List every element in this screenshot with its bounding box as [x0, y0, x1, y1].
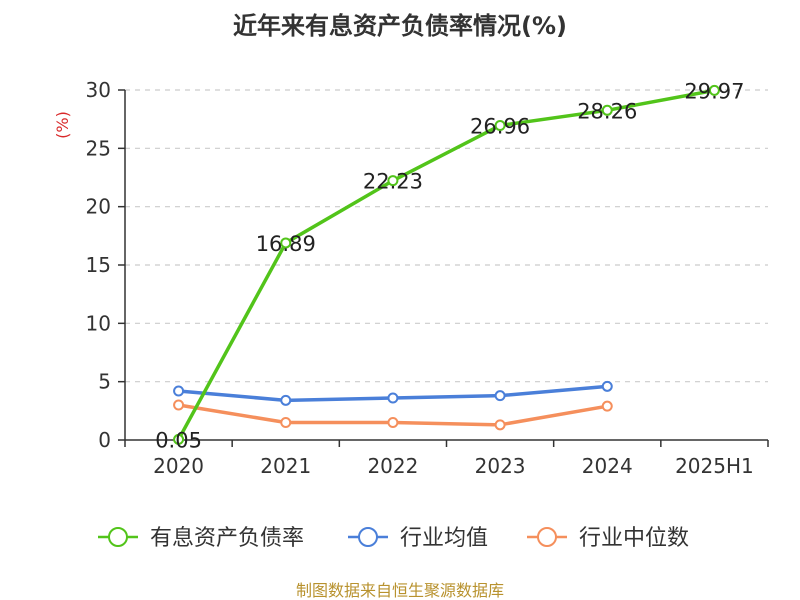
x-tick-label: 2023	[475, 454, 526, 478]
data-label: 29.97	[684, 79, 744, 103]
data-point[interactable]	[280, 394, 292, 406]
source-note: 制图数据来自恒生聚源数据库	[296, 581, 504, 600]
data-point[interactable]	[601, 104, 613, 116]
legend-marker	[358, 527, 378, 547]
chart-title: 近年来有息资产负债率情况(%)	[233, 12, 567, 40]
data-label: 28.26	[577, 99, 637, 123]
data-labels: 0.05 16.89 22.23 26.96 28.26 29.97	[155, 79, 744, 452]
data-label: 16.89	[256, 232, 316, 256]
data-point[interactable]	[173, 385, 185, 397]
series	[173, 84, 720, 445]
axes: 0 5 10 15 20 25 30 2020 2021 2022 2023 2024 2025H1	[86, 78, 769, 478]
data-point[interactable]	[601, 400, 613, 412]
x-tick-label: 2025H1	[675, 454, 754, 478]
data-point[interactable]	[280, 237, 292, 249]
y-tick-label: 25	[86, 136, 111, 160]
series-line	[176, 88, 717, 442]
legend[interactable]: 有息资产负债率 行业均值 行业中位数	[98, 526, 689, 551]
data-label: 22.23	[363, 170, 423, 194]
data-point[interactable]	[601, 380, 613, 392]
series-2	[173, 399, 613, 431]
legend-marker	[537, 527, 557, 547]
legend-item[interactable]: 有息资产负债率	[98, 526, 304, 551]
data-point[interactable]	[708, 84, 720, 96]
y-tick-label: 15	[86, 253, 111, 277]
legend-item[interactable]: 行业均值	[348, 526, 488, 551]
legend-label: 行业均值	[400, 526, 488, 551]
data-point[interactable]	[173, 399, 185, 411]
data-point[interactable]	[387, 175, 399, 187]
data-point[interactable]	[494, 390, 506, 402]
data-point[interactable]	[173, 433, 185, 445]
y-tick-label: 30	[86, 78, 111, 102]
series-0	[173, 84, 720, 445]
y-tick-label: 5	[98, 370, 111, 394]
x-tick-label: 2022	[367, 454, 418, 478]
data-point[interactable]	[494, 119, 506, 131]
data-point[interactable]	[280, 417, 292, 428]
legend-label: 行业中位数	[579, 526, 689, 551]
y-axis-unit: (%)	[53, 111, 72, 139]
x-tick-label: 2024	[582, 454, 633, 478]
data-point[interactable]	[387, 417, 399, 428]
grid	[125, 89, 768, 383]
data-point[interactable]	[387, 392, 399, 404]
data-label: 26.96	[470, 114, 530, 138]
y-tick-label: 10	[86, 311, 111, 335]
x-tick-label: 2020	[153, 454, 204, 478]
series-1	[173, 380, 613, 406]
data-point[interactable]	[494, 419, 506, 431]
legend-marker	[108, 527, 128, 547]
legend-item[interactable]: 行业中位数	[527, 526, 689, 551]
y-tick-label: 20	[86, 195, 111, 219]
data-label: 0.05	[155, 428, 202, 452]
x-tick-label: 2021	[260, 454, 311, 478]
y-tick-label: 0	[98, 428, 111, 452]
legend-label: 有息资产负债率	[150, 526, 304, 551]
